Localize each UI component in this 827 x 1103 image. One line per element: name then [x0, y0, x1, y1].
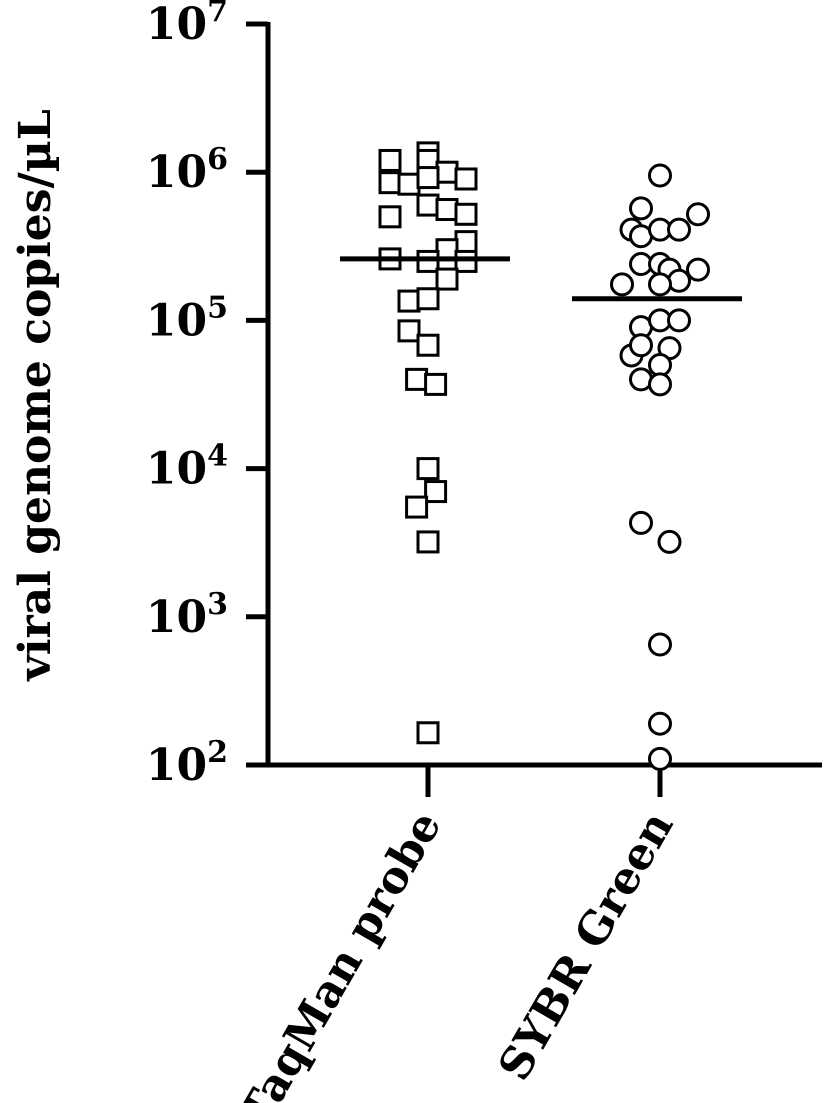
square-point — [405, 367, 429, 391]
x-axis: TaqMan probe SYBR Green — [230, 762, 822, 1103]
circle-point — [667, 268, 691, 293]
y-tick-label: 105 — [146, 290, 228, 346]
square-point — [454, 249, 478, 273]
circle-point — [648, 632, 672, 657]
circle-point — [667, 308, 691, 333]
circle-point — [648, 711, 672, 736]
median-lines — [340, 256, 742, 302]
square-point — [454, 230, 478, 254]
square-point — [416, 457, 440, 481]
y-tick-label: 103 — [146, 587, 228, 643]
circle-point — [648, 372, 672, 397]
square-point — [416, 721, 440, 745]
square-point — [424, 480, 448, 504]
square-point — [454, 202, 478, 226]
y-tick-label: 104 — [146, 439, 228, 495]
square-point — [397, 319, 421, 343]
square-point — [378, 148, 402, 172]
circle-point — [648, 272, 672, 297]
square-point — [454, 167, 478, 191]
y-axis-label: viral genome copies/µL — [10, 109, 61, 682]
circle-point — [610, 272, 634, 297]
square-point — [435, 160, 459, 184]
square-point — [416, 530, 440, 554]
square-point — [424, 372, 448, 396]
circle-point — [629, 196, 653, 221]
square-point — [416, 249, 440, 273]
circle-point — [629, 510, 653, 535]
circle-point — [657, 529, 682, 554]
square-point — [416, 166, 440, 190]
square-point — [378, 205, 402, 229]
square-point — [416, 333, 440, 357]
square-point — [397, 172, 421, 196]
y-tick-label: 102 — [146, 735, 228, 791]
x-tick-label: TaqMan probe — [230, 803, 451, 1103]
circle-point — [686, 202, 710, 227]
circle-point — [667, 217, 691, 242]
y-axis: 102 103 104 105 106 107 — [146, 0, 271, 791]
square-point — [416, 193, 440, 217]
square-point — [378, 171, 402, 195]
x-tick-label: SYBR Green — [489, 803, 684, 1089]
square-point — [435, 198, 459, 222]
data-points — [378, 141, 710, 771]
square-point — [405, 495, 429, 519]
circle-point — [648, 163, 672, 188]
circle-point — [648, 353, 672, 378]
y-axis-label-group: viral genome copies/µL — [10, 109, 61, 682]
square-point — [435, 267, 459, 291]
circle-point — [629, 333, 653, 358]
circle-point — [686, 257, 710, 282]
square-point — [416, 287, 440, 311]
circle-point — [648, 746, 672, 771]
y-tick-label: 106 — [146, 142, 228, 198]
y-tick-label: 107 — [146, 0, 228, 50]
square-point — [397, 289, 421, 313]
